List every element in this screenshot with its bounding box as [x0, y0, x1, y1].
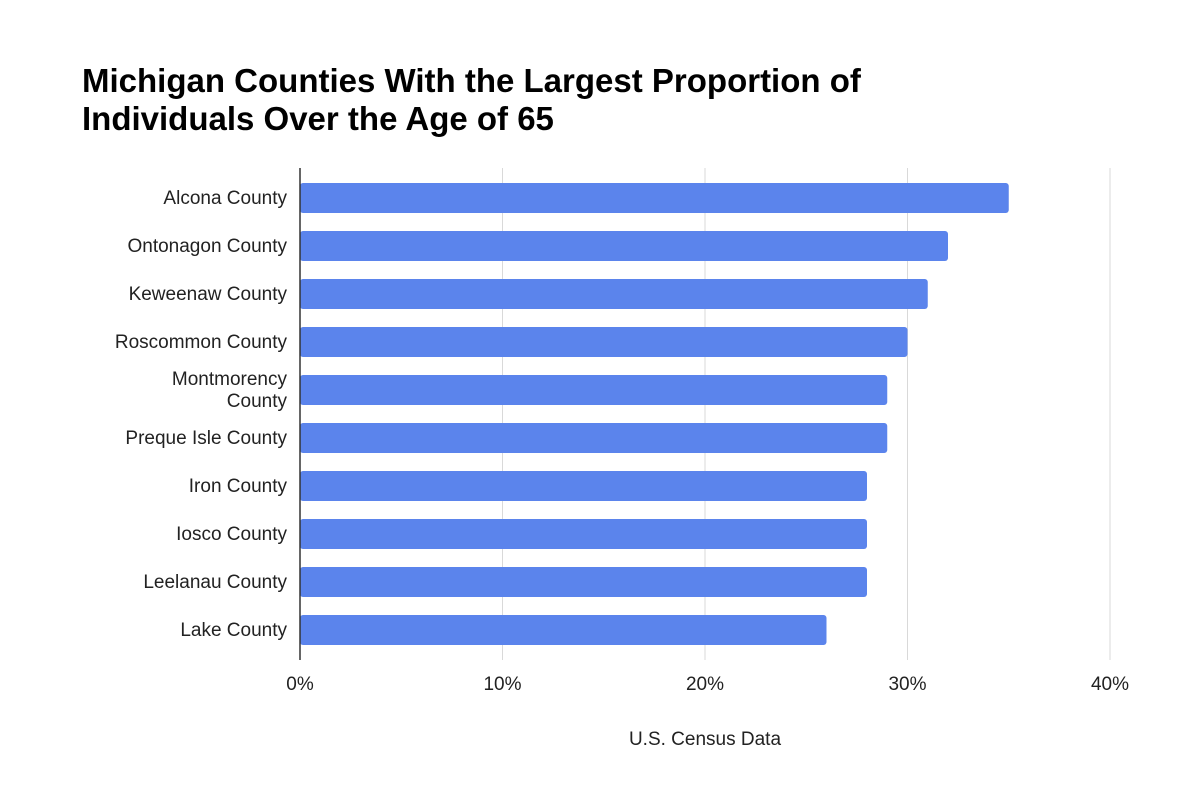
bar — [300, 183, 1009, 213]
x-tick-label: 10% — [483, 674, 521, 695]
x-tick-label: 30% — [888, 674, 926, 695]
category-label: Ontonagon County — [127, 236, 287, 257]
category-label: Roscommon County — [115, 332, 288, 353]
category-label: County — [227, 391, 288, 412]
category-label: Lake County — [180, 620, 287, 641]
bar — [300, 471, 867, 501]
category-label: Montmorency — [172, 369, 288, 390]
bar — [300, 519, 867, 549]
bar — [300, 615, 827, 645]
x-tick-label: 20% — [686, 674, 724, 695]
x-axis-title: U.S. Census Data — [629, 729, 781, 750]
x-tick-label: 0% — [286, 674, 314, 695]
bar — [300, 423, 888, 453]
category-label: Alcona County — [163, 188, 287, 209]
bar — [300, 231, 948, 261]
category-label: Preque Isle County — [125, 428, 287, 449]
category-label: Iron County — [189, 476, 288, 497]
category-label: Keweenaw County — [129, 284, 288, 305]
category-labels: Alcona County Ontonagon County Keweenaw Co… — [115, 188, 288, 641]
category-label: Iosco County — [176, 524, 287, 545]
x-tick-labels: 0% 10% 20% 30% 40% — [286, 674, 1129, 695]
x-tick-label: 40% — [1091, 674, 1129, 695]
bar — [300, 327, 908, 357]
chart-title-line: Michigan Counties With the Largest Propo… — [82, 62, 862, 99]
chart-title: Michigan Counties With the Largest Propo… — [82, 62, 862, 137]
chart-title-line: Individuals Over the Age of 65 — [82, 100, 554, 137]
bars — [300, 183, 1009, 645]
bar — [300, 567, 867, 597]
category-label: Leelanau County — [143, 572, 287, 593]
bar — [300, 375, 888, 405]
bar — [300, 279, 928, 309]
